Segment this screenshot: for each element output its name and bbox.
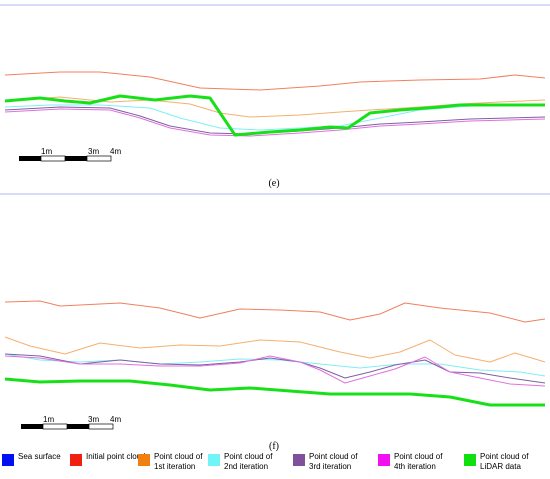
legend: Sea surface Initial point cloud Point cl… (0, 452, 550, 479)
legend-label: Sea surface (18, 452, 61, 461)
profile-line-iter3 (4, 353, 546, 384)
profile-line-iter3 (4, 106, 546, 135)
profile-line-iter4 (4, 108, 546, 137)
scale-bar-f: 1m 3m 4m (21, 415, 121, 430)
legend-swatch (293, 454, 305, 466)
profile-line-lidar (4, 94, 545, 137)
profile-line-iter1 (4, 336, 546, 363)
profile-line-initial (4, 300, 546, 323)
scale-bar-e: 1m 3m 4m (19, 147, 121, 162)
legend-label: Point cloud of 2nd iteration (224, 452, 273, 471)
legend-label: Point cloud of 4th iteration (394, 452, 443, 471)
scale-label-3m: 3m (88, 147, 99, 156)
legend-item-sea-surface: Sea surface (2, 452, 78, 466)
profile-line-iter2 (4, 353, 546, 377)
legend-item-1st-iteration: Point cloud of 1st iteration (138, 452, 214, 472)
scale-label-4m: 4m (110, 415, 121, 424)
legend-item-lidar: Point cloud of LiDAR data (464, 452, 540, 472)
scale-label-1m: 1m (43, 415, 54, 424)
legend-swatch (2, 454, 14, 466)
legend-swatch (138, 454, 150, 466)
profile-line-iter4 (4, 355, 546, 387)
profile-line-lidar (4, 377, 545, 407)
legend-item-initial-point-cloud: Initial point cloud (70, 452, 146, 466)
legend-swatch (70, 454, 82, 466)
panel-e: 1m 3m 4m (e) (0, 4, 550, 189)
legend-item-2nd-iteration: Point cloud of 2nd iteration (208, 452, 284, 472)
panel-label-e: (e) (268, 178, 279, 189)
legend-item-4th-iteration: Point cloud of 4th iteration (378, 452, 454, 472)
panel-f-profiles (0, 193, 550, 407)
legend-swatch (378, 454, 390, 466)
scale-label-1m: 1m (41, 147, 52, 156)
profile-line-initial (4, 71, 546, 91)
legend-swatch (208, 454, 220, 466)
legend-item-3rd-iteration: Point cloud of 3rd iteration (293, 452, 369, 472)
scale-label-3m: 3m (88, 415, 99, 424)
legend-label: Point cloud of LiDAR data (480, 452, 529, 471)
figure: 1m 3m 4m (e) 1m 3m 4m (f) (0, 4, 550, 452)
panel-label-f: (f) (269, 441, 279, 452)
scale-label-4m: 4m (110, 147, 121, 156)
legend-label: Initial point cloud (86, 452, 146, 461)
legend-label: Point cloud of 1st iteration (154, 452, 203, 471)
panel-e-profiles (0, 4, 550, 137)
legend-swatch (464, 454, 476, 466)
legend-label: Point cloud of 3rd iteration (309, 452, 358, 471)
panel-f: 1m 3m 4m (f) (0, 193, 550, 452)
profile-line-iter1 (4, 96, 546, 118)
